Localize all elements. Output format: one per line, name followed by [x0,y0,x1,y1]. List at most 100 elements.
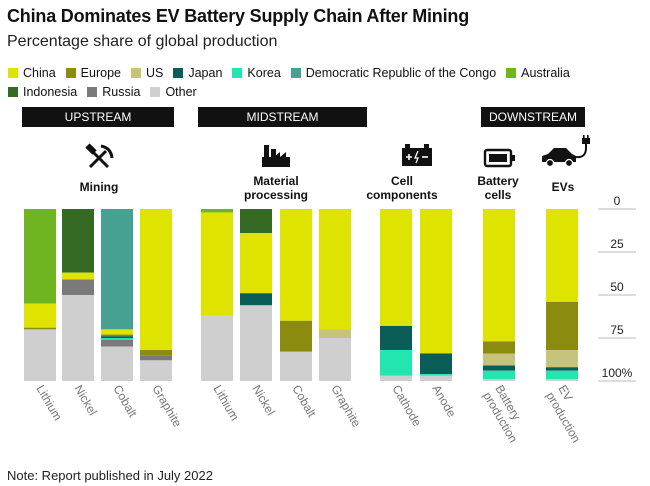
bar-segment-china [280,209,312,321]
bar-segment-china [140,209,172,351]
bar-segment-china [240,233,272,294]
stage-downstream-label: DOWNSTREAM [489,110,577,124]
bar-segment-other [319,338,351,381]
bar-segment-china [62,272,94,280]
legend-swatch [8,87,18,97]
x-tick-label-line: Graphite [149,383,184,430]
legend-item: Korea [232,64,281,82]
bar-segment-japan [101,336,133,338]
bar-segment-china [420,209,452,354]
bar-segment-china [101,329,133,335]
bar-segment-other [280,351,312,381]
bar-segment-indonesia [240,209,272,234]
legend-item: Indonesia [8,83,77,101]
hammer-pick-icon [85,143,114,169]
legend-swatch [87,87,98,97]
legend-item: Australia [506,64,570,82]
bar-segment-us [483,353,515,366]
y-tick-label: 75 [610,323,624,337]
x-tick-label: Graphite [149,383,184,430]
bar-segment-europe [101,334,133,337]
footnote: Note: Report published in July 2022 [7,468,213,483]
bar-segment-other [62,295,94,381]
bar-segment-other [380,375,412,381]
bar-segment-australia [24,209,56,304]
legend-item: Europe [65,64,121,82]
bar-segment-europe [24,327,56,330]
legend-label: Japan [188,66,223,80]
bar-segment-other [420,375,452,381]
bar-segment-europe [280,320,312,352]
x-tick-label-line: Lithium [210,383,241,424]
bar-segment-democratic-republic-of-the-congo [101,209,133,330]
y-tick-label: 25 [610,237,624,251]
legend-swatch [290,68,301,78]
x-tick-label: Graphite [328,383,363,430]
x-tick-label: Lithium [210,383,241,424]
stage-sublabel: EVs [552,180,575,194]
factory-icon [262,145,290,167]
bar-segment-korea [380,350,412,376]
stage-sublabel: Mining [80,180,119,194]
x-tick-label-line: Graphite [328,383,363,430]
chart-title: China Dominates EV Battery Supply Chain … [7,6,469,26]
bar-segment-europe [483,341,515,354]
y-tick-label: 0 [614,194,621,208]
x-tick-label: EVproduction [543,383,595,446]
bar-segment-korea [420,374,452,376]
x-tick-label-line: Nickel [249,383,277,418]
legend-swatch [150,87,161,97]
stage-sublabel: cells [485,188,512,202]
legend-swatch [130,68,141,78]
bar-segment-japan [240,293,272,306]
legend-item: Other [150,83,197,101]
x-tick-label-line: Nickel [71,383,99,418]
bar-segment-russia [101,339,133,347]
bar-segment-europe [140,350,172,356]
legend-item: China [8,64,56,82]
stage-sublabel: Cell [391,174,413,188]
legend-swatch [506,68,517,78]
y-tick-label: 50 [610,280,624,294]
bar-segment-japan [483,365,515,371]
bar-segment-russia [140,355,172,361]
bar-segment-us [546,350,578,368]
x-tick-label: Anode [429,383,459,420]
bar-segment-japan [420,353,452,375]
bar-segment-other [483,379,515,381]
stage-sublabel: components [366,188,438,202]
x-tick-label-line: Cobalt [289,383,319,421]
stage-midstream-label: MIDSTREAM [247,110,319,124]
x-tick-label-line: EV [555,383,575,404]
legend: China Europe US Japan Korea Democratic Republ… [8,64,648,102]
legend-swatch [65,68,76,78]
battery-cell-icon [402,144,432,166]
y-tick-label: 100% [602,366,633,380]
legend-label: China [23,66,56,80]
stage-upstream-band [22,107,174,127]
bar-segment-australia [201,209,233,213]
bar-segment-china [483,209,515,342]
legend-label: Korea [247,66,281,80]
legend-label: Australia [521,66,570,80]
bar-segment-other [546,379,578,381]
x-tick-label: Lithium [33,383,64,424]
stage-upstream-label: UPSTREAM [65,110,132,124]
x-tick-label: Cobalt [110,383,140,421]
stage-sublabel: processing [244,188,308,202]
bar-segment-other [240,305,272,381]
bar-segment-china [546,209,578,302]
stage-downstream-band [481,107,585,127]
legend-label: Other [165,85,197,99]
legend-label: Russia [102,85,141,99]
stage-sublabel: Material [253,174,298,188]
legend-item: US [130,64,163,82]
legend-label: Democratic Republic of the Congo [305,66,497,80]
bar-segment-other [24,329,56,381]
legend-swatch [8,68,18,78]
x-tick-label: Nickel [249,383,277,418]
legend-swatch [173,68,184,78]
bar-segment-other [201,315,233,381]
chart-subtitle: Percentage share of global production [7,33,278,50]
